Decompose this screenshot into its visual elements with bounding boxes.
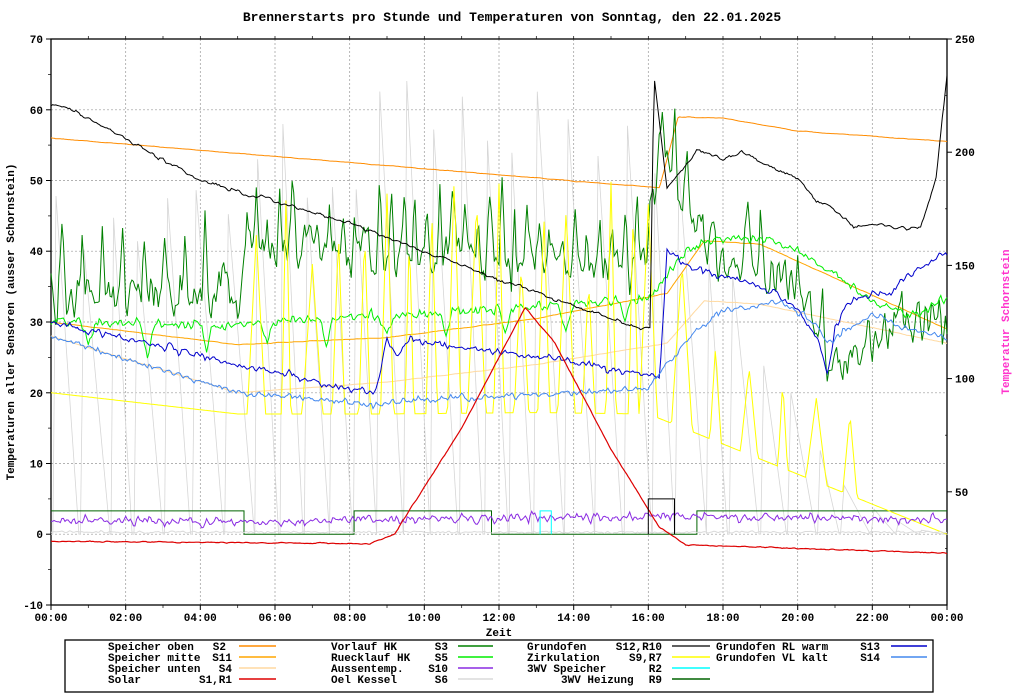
svg-text:S14: S14 [860, 653, 880, 665]
svg-text:00:00: 00:00 [930, 613, 963, 625]
svg-text:Oel Kessel: Oel Kessel [331, 675, 397, 687]
svg-text:S1,R1: S1,R1 [199, 675, 232, 687]
svg-text:60: 60 [30, 106, 43, 118]
svg-text:10:00: 10:00 [408, 613, 441, 625]
svg-text:0: 0 [36, 530, 43, 542]
svg-text:00:00: 00:00 [34, 613, 67, 625]
svg-text:R9: R9 [649, 675, 662, 687]
svg-text:100: 100 [955, 375, 975, 387]
svg-text:Zeit: Zeit [486, 628, 512, 640]
svg-text:08:00: 08:00 [333, 613, 366, 625]
svg-text:Temperatur Schornstein: Temperatur Schornstein [1001, 249, 1013, 394]
svg-text:S6: S6 [435, 675, 448, 687]
svg-text:20: 20 [30, 389, 43, 401]
svg-text:14:00: 14:00 [557, 613, 590, 625]
svg-text:150: 150 [955, 261, 975, 273]
svg-text:Solar: Solar [108, 675, 141, 687]
svg-text:70: 70 [30, 35, 43, 47]
svg-text:06:00: 06:00 [258, 613, 291, 625]
svg-text:16:00: 16:00 [632, 613, 665, 625]
svg-text:22:00: 22:00 [856, 613, 889, 625]
svg-text:30: 30 [30, 318, 43, 330]
svg-text:Brennerstarts pro Stunde und T: Brennerstarts pro Stunde und Temperature… [243, 10, 781, 25]
svg-text:12:00: 12:00 [482, 613, 515, 625]
svg-text:18:00: 18:00 [706, 613, 739, 625]
svg-text:50: 50 [955, 488, 968, 500]
svg-text:-10: -10 [23, 601, 43, 613]
svg-text:50: 50 [30, 177, 43, 189]
svg-text:20:00: 20:00 [781, 613, 814, 625]
svg-text:Temperaturen aller Sensoren (a: Temperaturen aller Sensoren (ausser Scho… [6, 164, 18, 481]
svg-text:10: 10 [30, 460, 43, 472]
svg-text:02:00: 02:00 [109, 613, 142, 625]
svg-text:3WV Heizung: 3WV Heizung [561, 675, 634, 687]
svg-text:Grundofen VL kalt: Grundofen VL kalt [716, 653, 828, 665]
svg-text:200: 200 [955, 148, 975, 160]
svg-text:250: 250 [955, 35, 975, 47]
svg-text:04:00: 04:00 [184, 613, 217, 625]
svg-text:40: 40 [30, 247, 43, 259]
